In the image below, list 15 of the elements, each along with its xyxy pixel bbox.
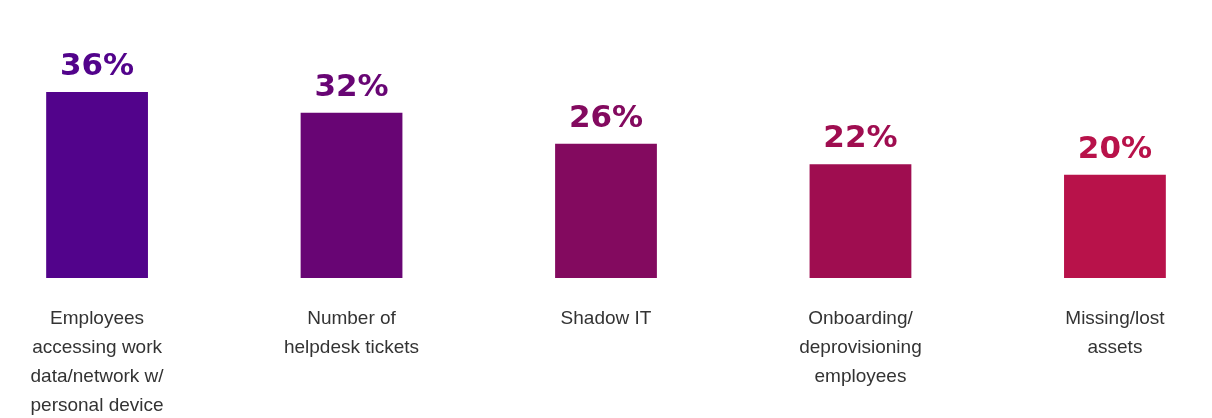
bar [46, 92, 148, 278]
bar [300, 112, 403, 278]
x-tick-label: Onboarding/ deprovisioning employees [799, 306, 922, 386]
x-tick-label: Employees accessing work data/network w/ personal device [30, 306, 165, 415]
x-tick-label: Shadow IT [560, 306, 652, 328]
bar [555, 143, 657, 278]
data-label: 20% [1077, 128, 1153, 165]
data-label: 36% [59, 46, 135, 82]
bar [1064, 174, 1166, 278]
bar [809, 164, 912, 278]
data-label: 22% [823, 118, 898, 155]
x-tick-label: Number of helpdesk tickets [283, 306, 420, 357]
x-tick-label: Missing/lost assets [1065, 306, 1166, 357]
data-label: 32% [314, 66, 389, 103]
data-label: 26% [568, 97, 644, 134]
